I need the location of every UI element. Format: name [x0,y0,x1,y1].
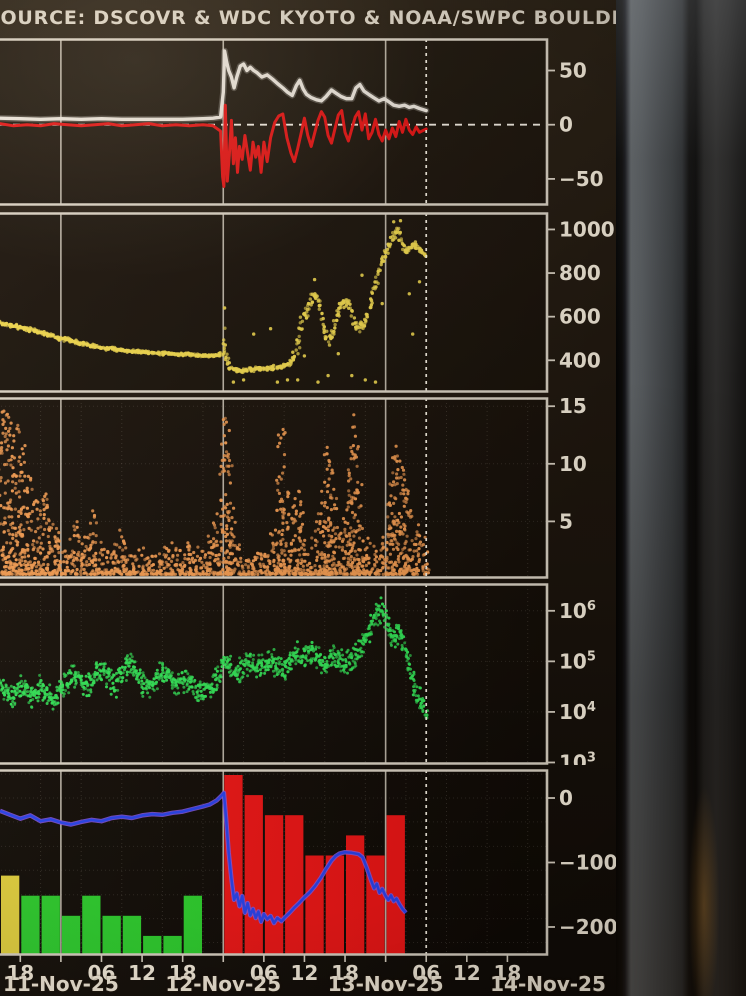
monitor-screen: SOURCE: DSCOVR & WDC KYOTO & NOAA/SWPC B… [0,0,640,996]
svg-text:105: 105 [559,649,596,673]
svg-text:12: 12 [453,961,481,985]
kp-dst-svg: 0 −100 −200 [0,769,616,956]
svg-text:400: 400 [559,348,601,372]
svg-text:103: 103 [559,751,596,766]
svg-text:104: 104 [559,700,596,724]
svg-text:600: 600 [559,305,601,329]
panel-temperature: 106 105 104 103 [0,583,616,765]
svg-text:106: 106 [559,599,596,623]
date-label: 12-Nov-25 [165,972,282,996]
svg-text:06: 06 [412,961,440,985]
date-label: 13-Nov-25 [327,972,444,996]
solar-wind-speed-svg: 1000 800 600 400 [0,212,615,393]
svg-text:0: 0 [559,113,573,137]
svg-text:−50: −50 [559,167,604,191]
panel-solar-wind-speed: 1000 800 600 400 [0,212,616,393]
temperature-svg: 106 105 104 103 [0,583,596,766]
svg-text:12: 12 [291,961,319,985]
proton-density-svg: 15 10 5 [0,397,587,579]
date-label: 14-Nov-25 [490,972,606,996]
svg-text:18: 18 [6,961,34,985]
panel-kp-dst: 0 −100 −200 [0,769,616,956]
svg-text:06: 06 [88,961,116,985]
svg-text:5: 5 [559,509,573,533]
panel-imf-bt-bz: 50 0 −50 [0,38,616,206]
svg-text:50: 50 [559,59,587,83]
monitor-bezel [616,0,746,996]
svg-text:06: 06 [250,961,278,985]
svg-text:10: 10 [559,452,587,476]
date-label: 11-Nov-25 [2,972,119,996]
svg-text:18: 18 [169,961,197,985]
svg-text:12: 12 [128,961,156,985]
svg-text:18: 18 [493,961,521,985]
imf-bt-bz-svg: 50 0 −50 [0,38,604,206]
x-axis-date-labels: 11-Nov-25 12-Nov-25 13-Nov-25 14-Nov-25 [0,972,616,996]
x-axis-svg: 18 06 12 18 06 12 18 06 12 18 [6,955,521,985]
svg-text:1000: 1000 [559,217,615,241]
svg-text:−100: −100 [559,851,616,875]
svg-text:18: 18 [331,961,359,985]
x-axis-hour-labels: 18 06 12 18 06 12 18 06 12 18 [0,952,616,996]
svg-text:15: 15 [559,397,587,418]
svg-text:0: 0 [559,786,573,810]
svg-text:−200: −200 [559,915,616,939]
svg-text:800: 800 [559,261,601,285]
panel-proton-density: 15 10 5 [0,397,616,579]
chart-title: SOURCE: DSCOVR & WDC KYOTO & NOAA/SWPC B… [0,7,641,29]
